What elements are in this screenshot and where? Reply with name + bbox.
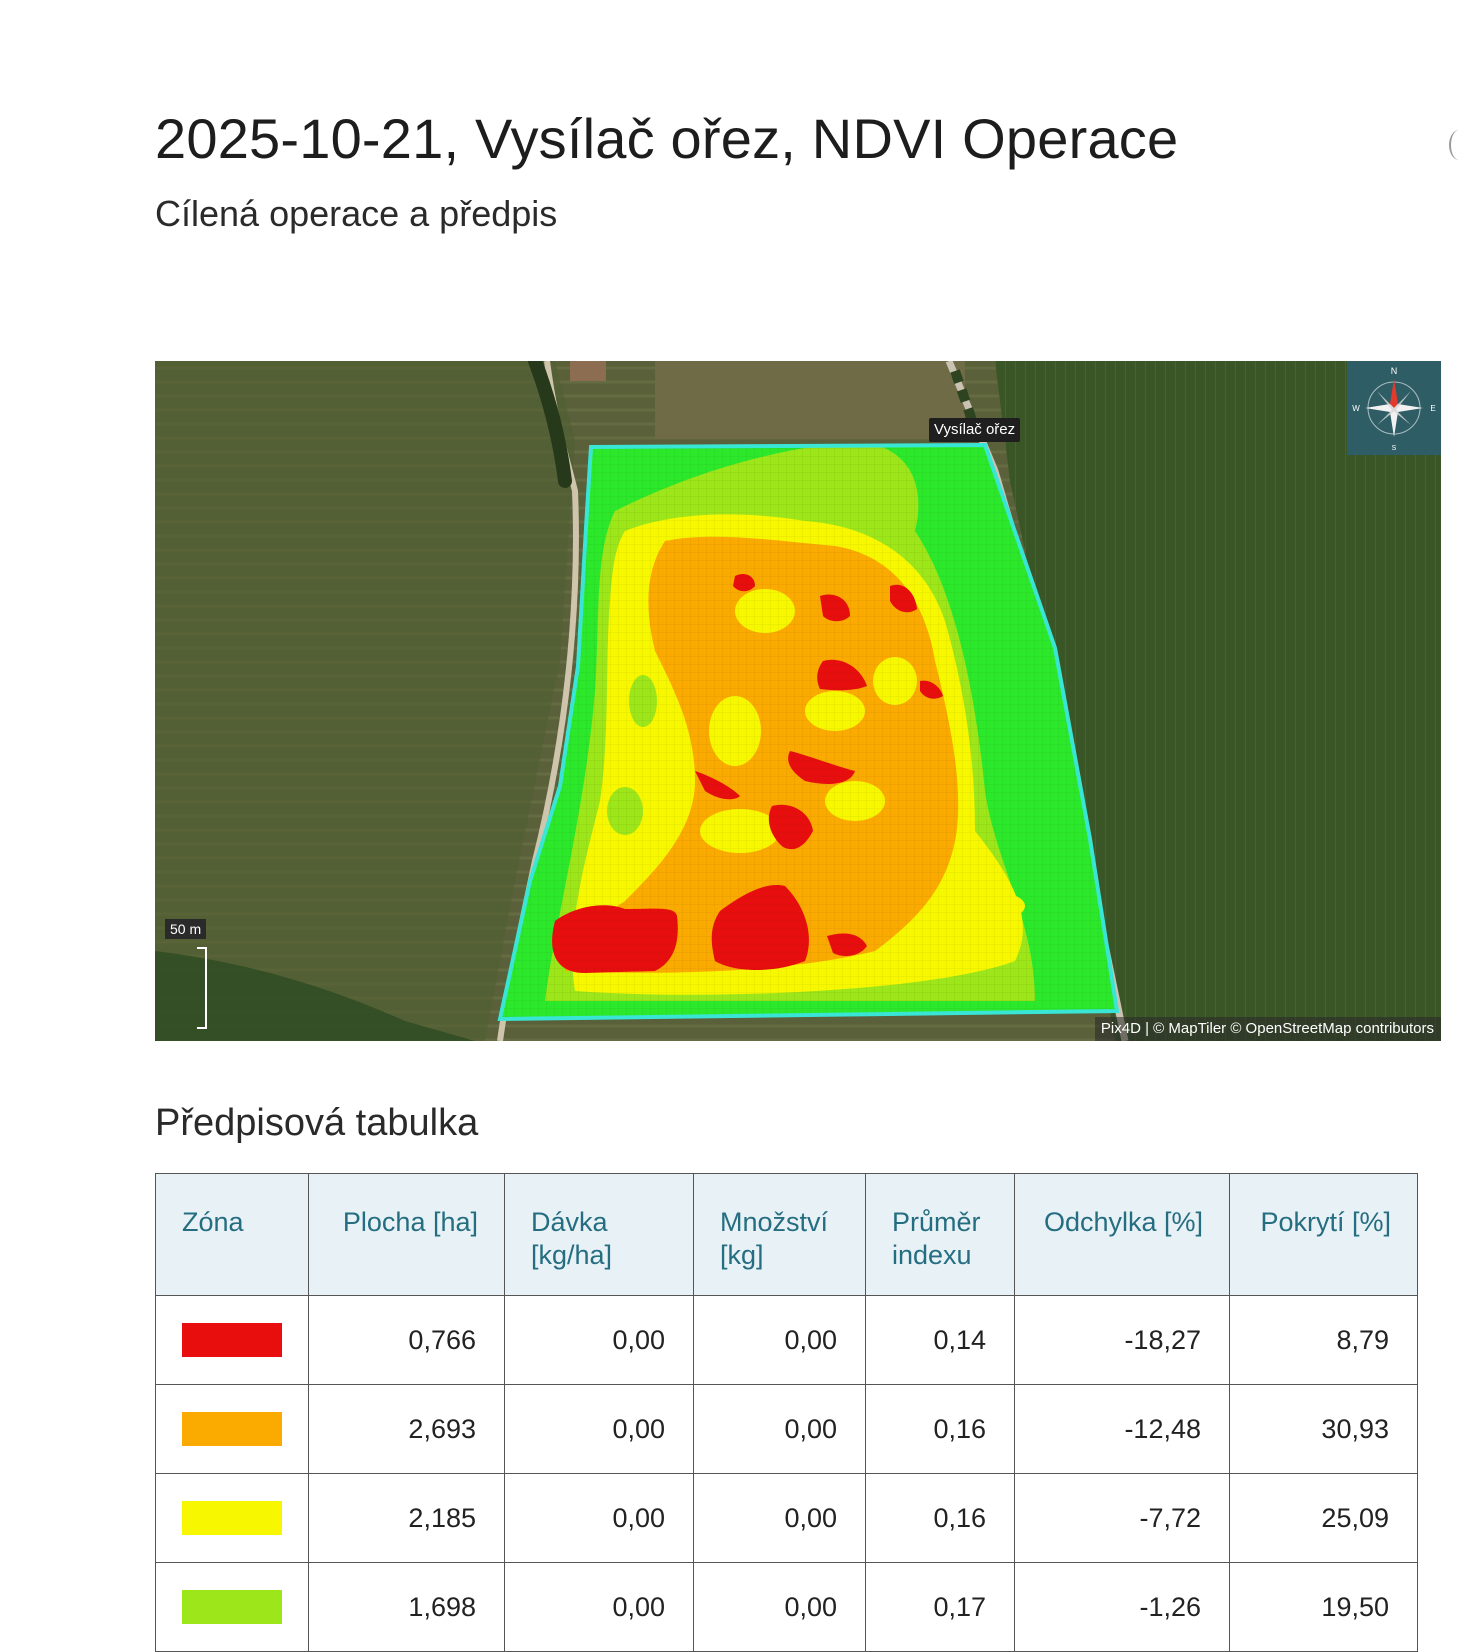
building <box>570 361 606 381</box>
coverage-cell: 8,79 <box>1229 1295 1418 1385</box>
compass-s: S <box>1392 445 1397 452</box>
zone-cell <box>155 1384 309 1474</box>
col-header-coverage[interactable]: Pokrytí [%] <box>1229 1173 1418 1296</box>
table-row: 2,185 0,00 0,00 0,16 -7,72 25,09 <box>155 1473 1418 1563</box>
zone-color-swatch <box>182 1323 282 1357</box>
area-cell: 0,766 <box>308 1295 505 1385</box>
area-cell: 1,698 <box>308 1562 505 1652</box>
report-title: 2025-10-21, Vysílač ořez, NDVI Operace <box>155 107 1179 170</box>
deviation-cell: -12,48 <box>1014 1384 1230 1474</box>
deviation-cell: -1,26 <box>1014 1562 1230 1652</box>
top-field <box>655 361 965 439</box>
index-cell: 0,16 <box>865 1384 1015 1474</box>
coverage-cell: 30,93 <box>1229 1384 1418 1474</box>
field-boundary[interactable] <box>497 442 1120 1022</box>
compass-e: E <box>1430 404 1435 413</box>
zone-cell <box>155 1473 309 1563</box>
map-attribution[interactable]: Pix4D | © MapTiler © OpenStreetMap contr… <box>1094 1017 1441 1041</box>
col-header-zone[interactable]: Zóna <box>155 1173 309 1296</box>
left-field-shade <box>155 361 575 1041</box>
table-header-row: Zóna Plocha [ha] Dávka [kg/ha] Množství … <box>155 1173 1418 1296</box>
compass-w: W <box>1352 404 1360 413</box>
zone-cell <box>155 1295 309 1385</box>
coverage-cell: 25,09 <box>1229 1473 1418 1563</box>
col-header-amount[interactable]: Množství [kg] <box>693 1173 866 1296</box>
zone-color-swatch <box>182 1590 282 1624</box>
col-header-deviation[interactable]: Odchylka [%] <box>1014 1173 1230 1296</box>
area-cell: 2,693 <box>308 1384 505 1474</box>
table-row: 1,698 0,00 0,00 0,17 -1,26 19,50 <box>155 1562 1418 1652</box>
field-name-label[interactable]: Vysílač ořez <box>929 418 1021 442</box>
dose-cell: 0,00 <box>504 1562 694 1652</box>
coverage-cell: 19,50 <box>1229 1562 1418 1652</box>
deviation-cell: -18,27 <box>1014 1295 1230 1385</box>
tree-line-north <box>528 361 572 488</box>
col-header-index-mean[interactable]: Průměr indexu <box>865 1173 1015 1296</box>
prescription-table-title: Předpisová tabulka <box>155 1102 479 1144</box>
table-row: 0,766 0,00 0,00 0,14 -18,27 8,79 <box>155 1295 1418 1385</box>
col-header-area[interactable]: Plocha [ha] <box>308 1173 505 1296</box>
compass-north-needle <box>1390 379 1398 408</box>
amount-cell: 0,00 <box>693 1295 866 1385</box>
field-map[interactable]: Vysílač ořez N E S W 50 m Pix4D | © MapT… <box>155 361 1441 1041</box>
dose-cell: 0,00 <box>504 1473 694 1563</box>
zone-color-swatch <box>182 1501 282 1535</box>
hedge-southwest <box>155 951 475 1041</box>
amount-cell: 0,00 <box>693 1384 866 1474</box>
report-subtitle: Cílená operace a předpis <box>155 193 558 234</box>
zone-color-swatch <box>182 1412 282 1446</box>
index-cell: 0,17 <box>865 1562 1015 1652</box>
index-cell: 0,16 <box>865 1473 1015 1563</box>
zone-cell <box>155 1562 309 1652</box>
amount-cell: 0,00 <box>693 1562 866 1652</box>
table-row: 2,693 0,00 0,00 0,16 -12,48 30,93 <box>155 1384 1418 1474</box>
compass-rose[interactable]: N E S W <box>1347 361 1441 455</box>
amount-cell: 0,00 <box>693 1473 866 1563</box>
deviation-cell: -7,72 <box>1014 1473 1230 1563</box>
right-field <box>995 361 1441 1041</box>
col-header-dose[interactable]: Dávka [kg/ha] <box>504 1173 694 1296</box>
edge-marker <box>1449 130 1458 160</box>
satellite-basemap <box>155 361 1441 1041</box>
scale-bar <box>197 947 207 1029</box>
area-cell: 2,185 <box>308 1473 505 1563</box>
prescription-table: Zóna Plocha [ha] Dávka [kg/ha] Množství … <box>155 1173 1418 1652</box>
scale-label: 50 m <box>165 919 207 939</box>
dose-cell: 0,00 <box>504 1384 694 1474</box>
dose-cell: 0,00 <box>504 1295 694 1385</box>
ndvi-zones <box>500 445 1117 1019</box>
compass-n: N <box>1391 366 1398 376</box>
pixel-grid <box>500 445 1117 1019</box>
index-cell: 0,14 <box>865 1295 1015 1385</box>
